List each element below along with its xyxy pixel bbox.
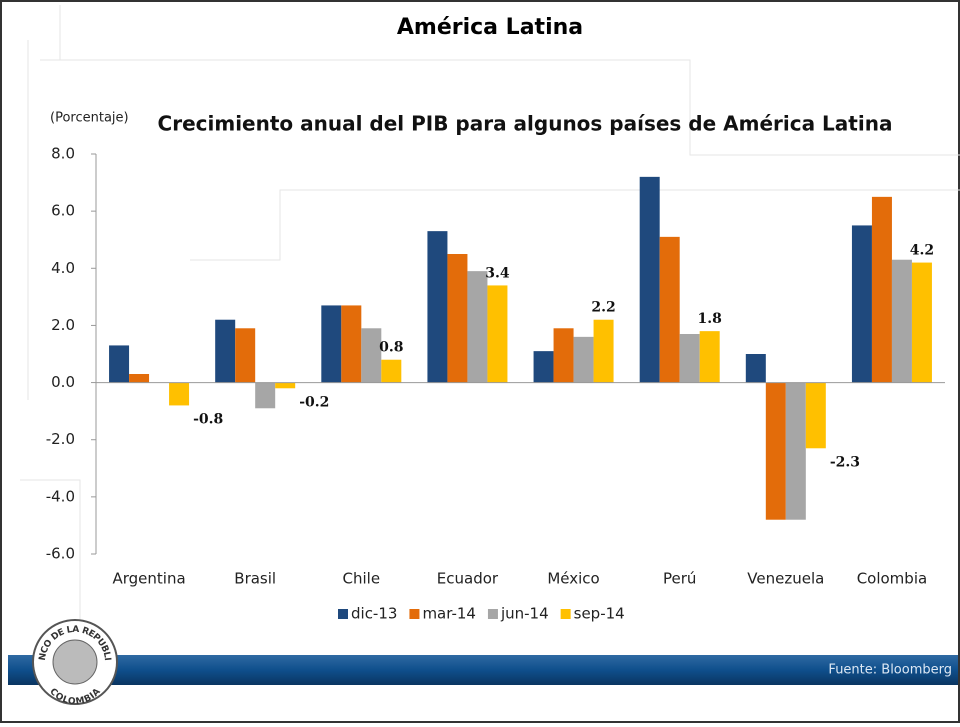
data-label: 3.4 bbox=[485, 265, 510, 281]
data-label: 1.8 bbox=[698, 311, 722, 327]
x-tick-label: Colombia bbox=[857, 570, 928, 588]
legend-swatch bbox=[338, 609, 348, 619]
legend-label: jun-14 bbox=[500, 605, 549, 623]
bar bbox=[255, 382, 276, 409]
bar bbox=[427, 231, 448, 383]
legend-swatch bbox=[560, 609, 571, 619]
bar bbox=[533, 351, 554, 383]
bar bbox=[129, 374, 150, 383]
plot: -6.0 -4.0 -2.0 0.0 2.0 4.0 6.0 8.0 Argentina -0.8… bbox=[46, 145, 945, 623]
bar bbox=[169, 382, 190, 406]
bar bbox=[215, 319, 236, 383]
bar bbox=[321, 305, 342, 383]
bar bbox=[487, 285, 508, 383]
bar bbox=[361, 328, 382, 383]
x-tick-label: Ecuador bbox=[437, 570, 499, 588]
data-label: -0.8 bbox=[193, 411, 223, 427]
data-label: 4.2 bbox=[910, 243, 934, 259]
bar bbox=[593, 319, 614, 383]
bar bbox=[341, 305, 362, 383]
x-tick-label: Chile bbox=[343, 570, 381, 588]
bar bbox=[745, 354, 766, 383]
x-tick-label: México bbox=[547, 570, 599, 588]
bar bbox=[765, 382, 786, 520]
bar bbox=[447, 254, 468, 383]
y-tick-label: 0.0 bbox=[51, 373, 75, 391]
bar bbox=[785, 382, 806, 520]
legend-swatch bbox=[409, 609, 420, 619]
y-tick-label: -4.0 bbox=[46, 487, 75, 505]
legend-swatch bbox=[487, 609, 498, 619]
bar bbox=[911, 262, 932, 383]
logo-head bbox=[52, 639, 98, 685]
bar bbox=[871, 196, 892, 383]
x-tick-label: Argentina bbox=[112, 570, 185, 588]
y-tick-label: 2.0 bbox=[51, 316, 75, 334]
bar bbox=[805, 382, 826, 449]
y-tick-label: 6.0 bbox=[51, 202, 75, 220]
bar bbox=[381, 359, 402, 383]
y-tick-label: -6.0 bbox=[46, 545, 75, 563]
bar bbox=[659, 236, 680, 383]
legend-label: dic-13 bbox=[351, 605, 397, 623]
legend-label: sep-14 bbox=[574, 605, 625, 623]
bar bbox=[891, 259, 912, 383]
x-tick-label: Brasil bbox=[234, 570, 276, 588]
y-tick-label: 4.0 bbox=[51, 259, 75, 277]
source: Fuente: Bloomberg bbox=[828, 663, 952, 678]
data-label: 0.8 bbox=[379, 340, 403, 356]
y-tick-label: -2.0 bbox=[46, 430, 75, 448]
bar bbox=[109, 345, 130, 383]
data-label: -0.2 bbox=[299, 394, 329, 410]
data-label: -2.3 bbox=[830, 454, 860, 470]
bar bbox=[275, 382, 296, 389]
bar bbox=[679, 334, 700, 383]
bar bbox=[699, 331, 720, 383]
chart-title: Crecimiento anual del PIB para algunos p… bbox=[158, 112, 893, 136]
x-tick-label: Perú bbox=[663, 570, 696, 588]
data-label: 2.2 bbox=[591, 300, 615, 316]
bar bbox=[235, 328, 256, 383]
bar bbox=[553, 328, 574, 383]
bar bbox=[851, 225, 872, 383]
x-tick-label: Venezuela bbox=[747, 570, 824, 588]
slide-title: América Latina bbox=[397, 15, 583, 40]
y-tick-label: 8.0 bbox=[51, 145, 75, 163]
bar bbox=[639, 176, 660, 383]
footer-band bbox=[8, 655, 958, 685]
y-axis-label: (Porcentaje) bbox=[50, 111, 129, 126]
bar bbox=[467, 271, 488, 383]
bar bbox=[573, 336, 594, 383]
decor-lines bbox=[20, 5, 960, 640]
legend-label: mar-14 bbox=[422, 605, 476, 623]
